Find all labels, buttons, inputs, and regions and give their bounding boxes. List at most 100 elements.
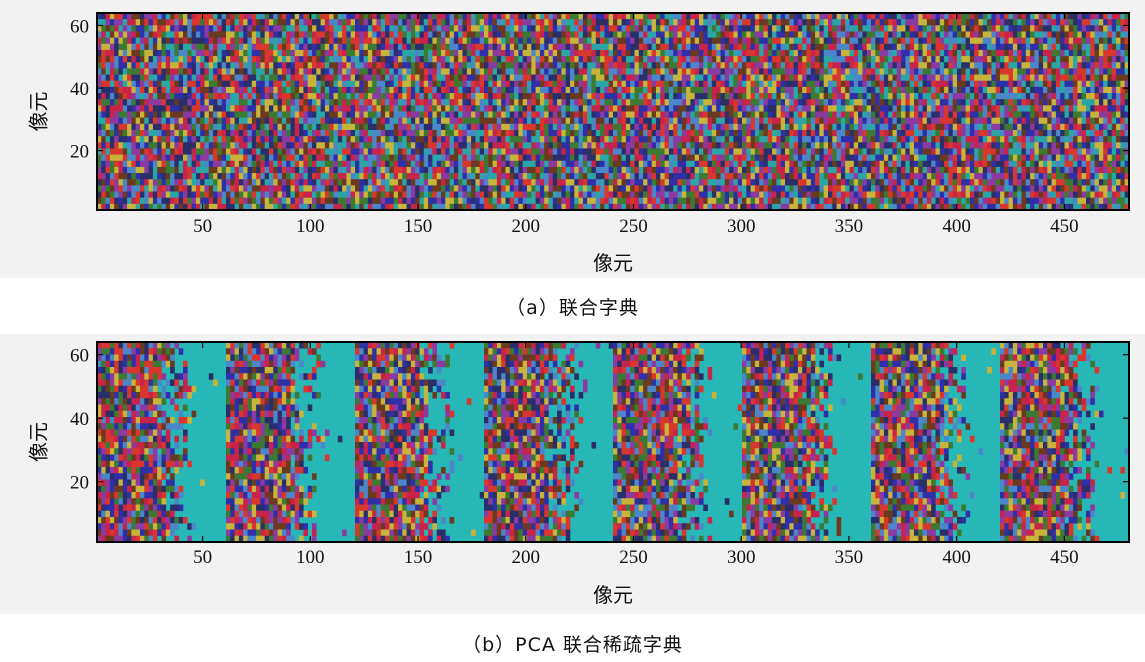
heatmap-cell: [329, 56, 334, 63]
heatmap-cell: [342, 129, 347, 137]
heatmap-cell: [140, 68, 145, 75]
heatmap-cell: [668, 68, 674, 75]
heatmap-cell: [191, 49, 197, 57]
heatmap-cell: [892, 68, 898, 75]
heatmap-cell: [441, 86, 446, 94]
heatmap-cell: [333, 74, 339, 82]
heatmap-cell: [991, 62, 996, 69]
heatmap-cell: [230, 43, 235, 51]
heatmap-cell: [703, 49, 708, 57]
heatmap-cell: [965, 111, 971, 118]
heatmap-cell: [600, 105, 605, 112]
heatmap-cell: [926, 105, 932, 112]
heatmap-cell: [522, 13, 528, 20]
heatmap-cell: [247, 136, 253, 143]
heatmap-cell: [101, 117, 106, 125]
heatmap-cell: [140, 25, 145, 32]
heatmap-cell: [802, 37, 807, 45]
heatmap-cell: [716, 117, 721, 125]
heatmap-cell: [1051, 86, 1057, 94]
heatmap-cell: [742, 68, 747, 75]
heatmap-cell: [299, 74, 304, 82]
heatmap-cell: [806, 105, 812, 112]
heatmap-cell: [828, 43, 833, 51]
heatmap-cell: [191, 74, 197, 82]
heatmap-cell: [466, 19, 472, 26]
heatmap-cell: [608, 62, 614, 69]
heatmap-cell: [806, 111, 812, 118]
heatmap-cell: [729, 13, 734, 20]
heatmap-cell: [221, 74, 227, 82]
heatmap-cell: [1021, 19, 1027, 26]
heatmap-cell: [570, 31, 575, 38]
heatmap-cell: [423, 25, 429, 32]
heatmap-cell: [277, 56, 283, 63]
heatmap-cell: [484, 31, 489, 38]
heatmap-cell: [238, 43, 244, 51]
heatmap-cell: [686, 25, 691, 32]
heatmap-cell: [131, 49, 136, 57]
heatmap-cell: [686, 13, 691, 20]
heatmap-cell: [436, 37, 442, 45]
heatmap-cell: [931, 19, 936, 26]
heatmap-cell: [342, 99, 347, 106]
heatmap-cell: [617, 43, 622, 51]
heatmap-cell: [415, 105, 420, 112]
heatmap-cell: [1008, 117, 1014, 125]
heatmap-cell: [548, 99, 554, 106]
heatmap-cell: [118, 19, 124, 26]
heatmap-cell: [1116, 31, 1121, 38]
heatmap-cell: [324, 80, 330, 88]
heatmap-cell: [346, 117, 351, 125]
heatmap-cell: [681, 62, 687, 69]
heatmap-cell: [548, 25, 554, 32]
heatmap-cell: [1081, 111, 1087, 118]
heatmap-cell: [1012, 117, 1018, 125]
heatmap-cell: [410, 62, 416, 69]
heatmap-cell: [828, 49, 833, 57]
heatmap-cell: [909, 86, 915, 94]
heatmap-cell: [677, 43, 683, 51]
heatmap-cell: [1047, 99, 1052, 106]
heatmap-cell: [436, 13, 442, 20]
heatmap-cell: [355, 19, 360, 26]
heatmap-cell: [466, 62, 472, 69]
heatmap-cell: [879, 111, 885, 118]
heatmap-cell: [797, 129, 803, 137]
heatmap-cell: [256, 25, 261, 32]
heatmap-cell: [952, 80, 958, 88]
heatmap-cell: [836, 117, 842, 125]
heatmap-cell: [810, 49, 816, 57]
heatmap-cell: [922, 13, 928, 20]
heatmap-cell: [909, 68, 915, 75]
heatmap-cell: [608, 136, 614, 143]
heatmap-cell: [363, 43, 369, 51]
heatmap-cell: [363, 13, 369, 20]
heatmap-cell: [97, 129, 102, 137]
heatmap-cell: [570, 93, 575, 100]
heatmap-cell: [733, 56, 738, 63]
heatmap-cell: [978, 117, 984, 125]
heatmap-cell: [918, 43, 923, 51]
heatmap-cell: [449, 93, 455, 100]
heatmap-cell: [539, 99, 545, 106]
heatmap-cell: [1030, 37, 1035, 45]
heatmap-cell: [828, 56, 833, 63]
heatmap-cell: [892, 136, 898, 143]
heatmap-cell: [462, 105, 468, 112]
heatmap-cell: [871, 25, 876, 32]
heatmap-cell: [901, 111, 906, 118]
heatmap-cell: [634, 123, 640, 131]
heatmap-cell: [410, 136, 416, 143]
heatmap-cell: [191, 117, 197, 125]
heatmap-cell: [681, 111, 687, 118]
heatmap-cell: [742, 93, 747, 100]
heatmap-cell: [806, 117, 812, 125]
heatmap-cell: [466, 80, 472, 88]
heatmap-cell: [415, 49, 420, 57]
heatmap-cell: [823, 111, 829, 118]
heatmap-cell: [673, 74, 678, 82]
heatmap-cell: [772, 105, 777, 112]
heatmap-cell: [664, 49, 670, 57]
heatmap-cell: [320, 111, 326, 118]
